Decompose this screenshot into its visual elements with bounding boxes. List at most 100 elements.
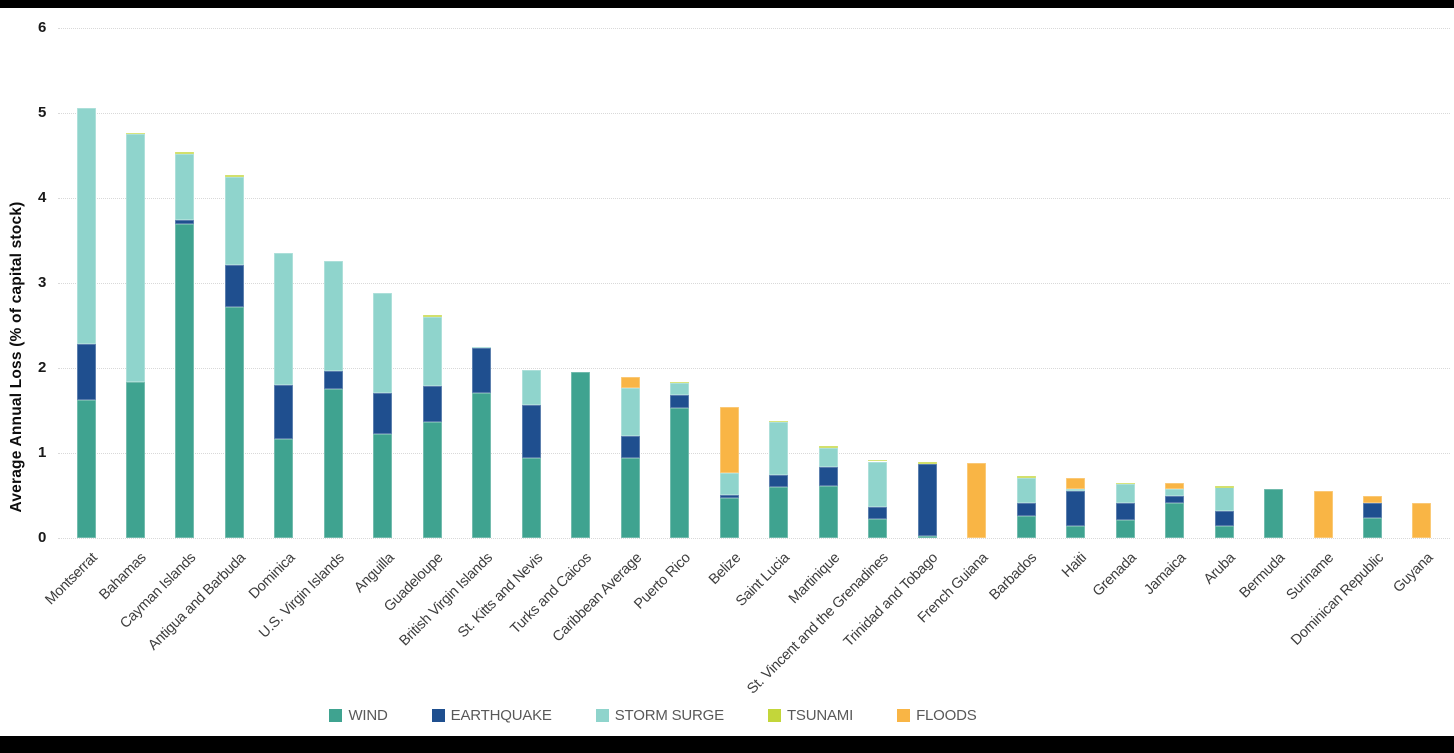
bar-segment-anguilla-wind [373,434,393,538]
x-axis-label-antigua-and-barbuda: Antigua and Barbuda [145,550,249,654]
x-axis-label-dominican-republic: Dominican Republic [1288,550,1387,649]
legend-label-earthquake: EARTHQUAKE [450,707,552,724]
x-axis-label-grenada: Grenada [1089,550,1140,600]
bar-segment-cayman-islands-tsunami [175,152,195,154]
bar-segment-aruba-wind [1214,526,1234,538]
y-tick-label-6: 6 [37,19,46,36]
bar-segment-british-virgin-islands-wind [472,392,492,538]
y-tick-label-4: 4 [37,189,46,206]
bar-segment-saint-lucia-storm-surge [769,422,789,476]
bar-segment-barbados-earthquake [1016,503,1036,516]
y-tick-label-3: 3 [37,274,46,291]
bar-segment-belize-wind [719,498,739,538]
bar-segment-st-vincent-and-the-grenadines-wind [868,519,888,538]
bar-segment-barbados-tsunami [1016,475,1036,478]
gridline-y-6 [58,28,1450,29]
bar-segment-martinique-wind [818,486,838,538]
bar-segment-bahamas-tsunami [125,132,145,135]
bottom-border [0,736,1454,753]
bar-segment-saint-lucia-wind [769,487,789,538]
bar-segment-haiti-storm-surge [1066,488,1086,492]
y-tick-label-0: 0 [37,529,46,546]
bar-segment-st-kitts-and-nevis-earthquake [521,404,541,459]
bar-segment-turks-and-caicos-wind [571,372,591,538]
bar-segment-puerto-rico-storm-surge [670,383,690,396]
legend-swatch-tsunami [767,709,781,722]
bar-segment-puerto-rico-earthquake [670,395,690,408]
bar-segment-martinique-earthquake [818,466,838,487]
legend-item-earthquake: EARTHQUAKE [431,707,552,724]
bar-segment-u-s-virgin-islands-storm-surge [323,260,343,371]
bar-segment-dominica-storm-surge [274,253,294,385]
bar-segment-barbados-wind [1016,515,1036,538]
bar-segment-grenada-storm-surge [1115,483,1135,504]
bar-segment-montserrat-storm-surge [76,107,96,345]
x-axis-label-bermuda: Bermuda [1236,550,1288,602]
gridline-y-1 [58,453,1450,454]
bar-segment-dominica-wind [274,439,294,538]
bar-segment-belize-floods [719,407,739,474]
bar-segment-jamaica-earthquake [1165,496,1185,504]
bar-segment-trinidad-and-tobago-wind [917,536,937,538]
bar-segment-montserrat-earthquake [76,344,96,401]
bar-segment-belize-storm-surge [719,473,739,495]
legend-label-storm-surge: STORM SURGE [614,707,724,724]
bar-segment-caribbean-average-earthquake [620,436,640,459]
x-axis-label-belize: Belize [705,550,744,588]
x-axis-label-haiti: Haiti [1059,550,1090,581]
legend-swatch-earthquake [431,709,445,722]
bar-segment-u-s-virgin-islands-earthquake [323,370,343,390]
bar-segment-guadeloupe-wind [422,422,442,538]
bar-segment-puerto-rico-wind [670,407,690,538]
bar-segment-saint-lucia-earthquake [769,475,789,487]
bar-segment-guyana-floods [1412,503,1432,538]
bar-segment-jamaica-storm-surge [1165,488,1185,497]
legend-swatch-floods [897,709,911,722]
bar-segment-bahamas-wind [125,382,145,538]
bar-segment-guadeloupe-tsunami [422,315,442,317]
y-tick-label-2: 2 [37,359,46,376]
bar-segment-dominican-republic-earthquake [1362,503,1382,518]
bar-segment-haiti-earthquake [1066,491,1086,527]
bar-segment-st-vincent-and-the-grenadines-storm-surge [868,461,888,508]
bar-segment-belize-earthquake [719,494,739,499]
bar-segment-jamaica-wind [1165,503,1185,538]
bar-segment-french-guiana-floods [967,463,987,538]
legend-swatch-wind [329,709,343,722]
legend-label-tsunami: TSUNAMI [786,707,854,724]
bar-segment-trinidad-and-tobago-tsunami [917,462,937,465]
bar-segment-aruba-earthquake [1214,510,1234,527]
bar-segment-british-virgin-islands-earthquake [472,348,492,393]
bar-segment-anguilla-storm-surge [373,293,393,393]
legend-label-wind: WIND [348,707,388,724]
bar-segment-suriname-floods [1313,491,1333,538]
bar-segment-jamaica-floods [1165,482,1185,489]
x-axis-label-u-s-virgin-islands: U.S. Virgin Islands [256,550,348,642]
legend-item-wind: WIND [329,707,388,724]
bar-segment-guadeloupe-earthquake [422,385,442,423]
gridline-y-4 [58,198,1450,199]
legend-item-floods: FLOODS [897,707,977,724]
bar-segment-cayman-islands-wind [175,224,195,538]
bar-segment-aruba-storm-surge [1214,487,1234,511]
top-border [0,0,1454,8]
legend: WIND EARTHQUAKE STORM SURGE TSUNAMI FLOODS [0,707,1306,724]
bar-segment-caribbean-average-storm-surge [620,388,640,436]
bar-segment-antigua-and-barbuda-earthquake [224,265,244,307]
bar-segment-trinidad-and-tobago-earthquake [917,464,937,537]
bar-segment-u-s-virgin-islands-wind [323,389,343,538]
legend-item-tsunami: TSUNAMI [767,707,854,724]
y-axis-title: Average Annual Loss (% of capital stock) [8,201,25,513]
bar-segment-british-virgin-islands-storm-surge [472,346,492,349]
x-axis-label-montserrat: Montserrat [42,550,101,609]
gridline-y-5 [58,113,1450,114]
bar-segment-cayman-islands-earthquake [175,220,195,225]
bar-segment-cayman-islands-storm-surge [175,153,195,221]
bar-segment-martinique-tsunami [818,446,838,448]
bar-segment-caribbean-average-floods [620,377,640,389]
bar-segment-grenada-tsunami [1115,482,1135,485]
bar-segment-grenada-earthquake [1115,503,1135,521]
x-axis-label-anguilla: Anguilla [351,550,398,597]
bar-segment-caribbean-average-wind [620,458,640,538]
